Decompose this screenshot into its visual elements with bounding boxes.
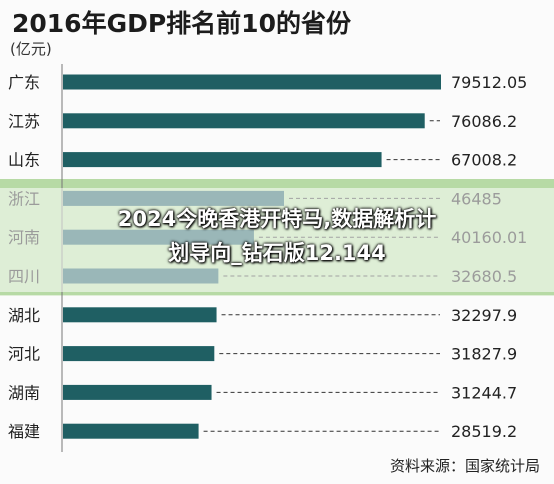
source-note: 资料来源：国家统计局 [389, 457, 540, 475]
banner-line-2: 划导向_钻石版12.144 [168, 241, 386, 265]
category-label: 山东 [8, 151, 40, 170]
value-label: 31244.7 [451, 383, 517, 402]
bar [63, 152, 382, 168]
banner-line-1: 2024今晚香港开特马,数据解析计 [117, 207, 437, 231]
value-label: 32297.9 [451, 306, 517, 325]
bar [63, 384, 212, 400]
value-label: 28519.2 [451, 422, 517, 441]
bar [63, 307, 217, 323]
overlay-banner[interactable]: 2024今晚香港开特马,数据解析计 划导向_钻石版12.144 [0, 202, 554, 270]
category-label: 湖北 [8, 306, 40, 325]
bar [63, 113, 425, 129]
bar [63, 423, 199, 439]
category-label: 江苏 [8, 112, 40, 131]
bar [63, 74, 441, 90]
category-label: 福建 [8, 422, 40, 441]
banner-overlay [0, 188, 554, 292]
bar [63, 346, 215, 362]
category-label: 广东 [8, 73, 40, 92]
category-label: 河北 [8, 345, 40, 364]
category-label: 湖南 [8, 383, 40, 402]
value-label: 79512.05 [451, 73, 527, 92]
value-label: 31827.9 [451, 345, 517, 364]
chart-title: 2016年GDP排名前10的省份 [12, 9, 351, 38]
value-label: 67008.2 [451, 151, 517, 170]
value-label: 76086.2 [451, 112, 517, 131]
unit-label: (亿元) [10, 40, 52, 58]
